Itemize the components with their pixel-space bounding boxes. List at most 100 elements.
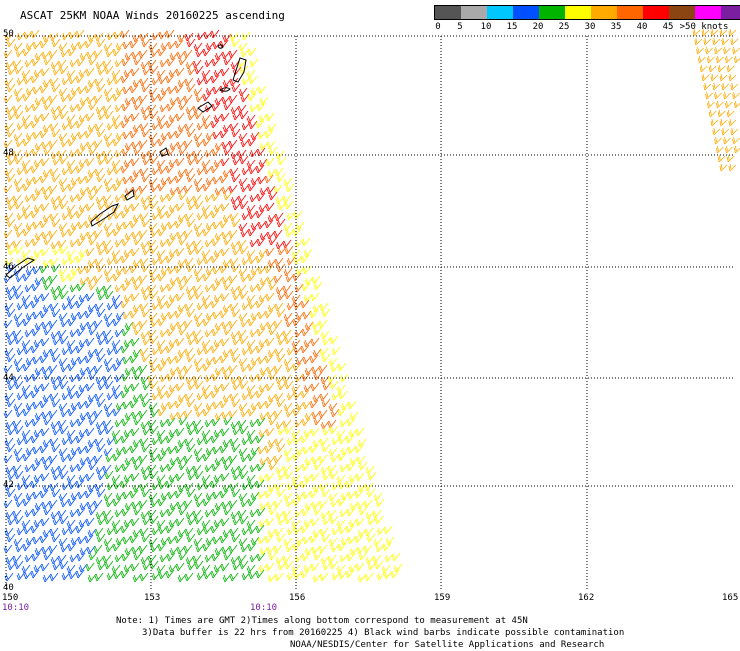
wind-barb-786: [229, 257, 239, 267]
wind-barb-1871: [40, 517, 50, 527]
wind-barb-1670: [104, 470, 114, 480]
wind-barb-1926: [158, 525, 168, 535]
wind-barb-1836: [102, 509, 112, 519]
wind-barb-1880: [123, 518, 133, 528]
wind-barb-775: [132, 258, 142, 268]
wind-barb-18: [165, 29, 175, 39]
wind-barb-755: [258, 248, 268, 258]
wind-barb-745: [168, 248, 178, 258]
wind-barb-649: [205, 221, 215, 231]
wind-barb-2084: [21, 564, 31, 574]
wind-barb-1841: [147, 509, 157, 519]
wind-barb-275: [201, 114, 211, 124]
wind-barb-844: [138, 274, 148, 284]
wind-barb-1812: [266, 500, 276, 510]
wind-barb-1708: [75, 479, 85, 489]
wind-barb-1872: [52, 516, 62, 526]
wind-barb-198: [34, 96, 44, 106]
wind-barb-577: [142, 201, 152, 211]
wind-barb-781: [184, 257, 194, 267]
wind-barb-237: [121, 102, 131, 112]
wind-barb-270: [156, 114, 166, 124]
wind-barb-1176: [219, 354, 229, 364]
wind-barb-1727: [248, 480, 258, 490]
wind-barb-874: [95, 285, 105, 295]
wind-barb-2078: [365, 555, 375, 565]
wind-barb-399: [237, 149, 247, 159]
wind-barb-662: [22, 227, 32, 237]
wind-barb-1055: [121, 327, 131, 337]
wind-barb-167: [13, 87, 23, 97]
wind-barb-2179: [730, 37, 739, 46]
wind-barb-1599: [195, 453, 205, 463]
wind-barb-2147: [196, 571, 206, 581]
wind-barb-2154: [255, 569, 265, 579]
wind-barb-1657: [358, 461, 368, 471]
wind-barb-446: [106, 166, 116, 176]
wind-barb-724: [282, 239, 292, 249]
wind-barb-1552: [129, 444, 139, 454]
wind-barb-816: [193, 267, 203, 277]
wind-barb-1173: [193, 357, 203, 367]
wind-barb-1414: [311, 410, 321, 420]
wind-barb-1640: [204, 463, 214, 473]
wind-barb-884: [185, 285, 195, 295]
wind-barb-622: [255, 209, 265, 219]
wind-barb-1090: [111, 339, 121, 349]
wind-barb-1416: [330, 408, 340, 418]
wind-barb-2074: [327, 554, 337, 564]
wind-barb-859: [273, 274, 283, 284]
wind-barb-1597: [176, 455, 186, 465]
wind-barb-1752: [103, 492, 113, 502]
wind-barb-255: [21, 114, 31, 124]
wind-barb-881: [159, 283, 169, 293]
wind-barb-1932: [210, 524, 220, 534]
wind-barb-723: [275, 240, 285, 250]
legend-label-8: 40: [636, 22, 648, 32]
wind-barb-1477: [175, 427, 185, 437]
wind-barb-652: [231, 218, 241, 228]
wind-barb-687: [247, 227, 257, 237]
wind-barb-1788: [48, 499, 58, 509]
wind-barb-1126: [106, 346, 116, 356]
wind-barb-870: [57, 284, 67, 294]
island-8: [217, 44, 224, 49]
wind-barb-2160: [312, 573, 322, 583]
wind-barb-1824: [375, 498, 385, 508]
wind-barb-1555: [160, 446, 170, 456]
wind-barb-322: [84, 129, 94, 139]
wind-barb-334: [193, 132, 203, 142]
wind-barb-549: [178, 191, 188, 201]
wind-barb-268: [142, 111, 152, 121]
wind-barb-115: [52, 66, 62, 76]
wind-barb-949: [139, 302, 149, 312]
wind-barb-194: [257, 85, 267, 95]
wind-barb-1806: [214, 501, 224, 511]
wind-barb-1994: [385, 536, 395, 546]
wind-barb-1977: [231, 533, 241, 543]
wind-barb-1644: [237, 464, 247, 474]
wind-barb-499: [15, 183, 25, 193]
wind-barb-1371: [276, 398, 286, 408]
wind-barb-1096: [168, 338, 178, 348]
wind-barb-1854: [268, 506, 278, 516]
wind-barb-1560: [205, 446, 215, 456]
wind-barb-2213: [710, 118, 719, 127]
wind-barb-323: [96, 128, 106, 138]
wind-barb-1102: [220, 337, 230, 347]
wind-barb-331: [167, 130, 177, 140]
wind-barb-1947: [345, 524, 355, 534]
wind-barb-1013: [67, 317, 77, 327]
wind-barb-774: [120, 254, 130, 264]
wind-barb-761: [4, 257, 14, 267]
wind-barb-1366: [231, 398, 241, 408]
wind-barb-365: [202, 137, 212, 147]
wind-barb-1045: [31, 327, 41, 337]
wind-barb-128: [168, 68, 178, 78]
wind-barb-1973: [193, 537, 203, 547]
wind-barb-400: [249, 148, 259, 158]
wind-barb-1695: [329, 470, 339, 480]
wind-barb-298: [139, 122, 149, 132]
wind-barb-182: [148, 87, 158, 97]
wind-barb-183: [160, 86, 170, 96]
